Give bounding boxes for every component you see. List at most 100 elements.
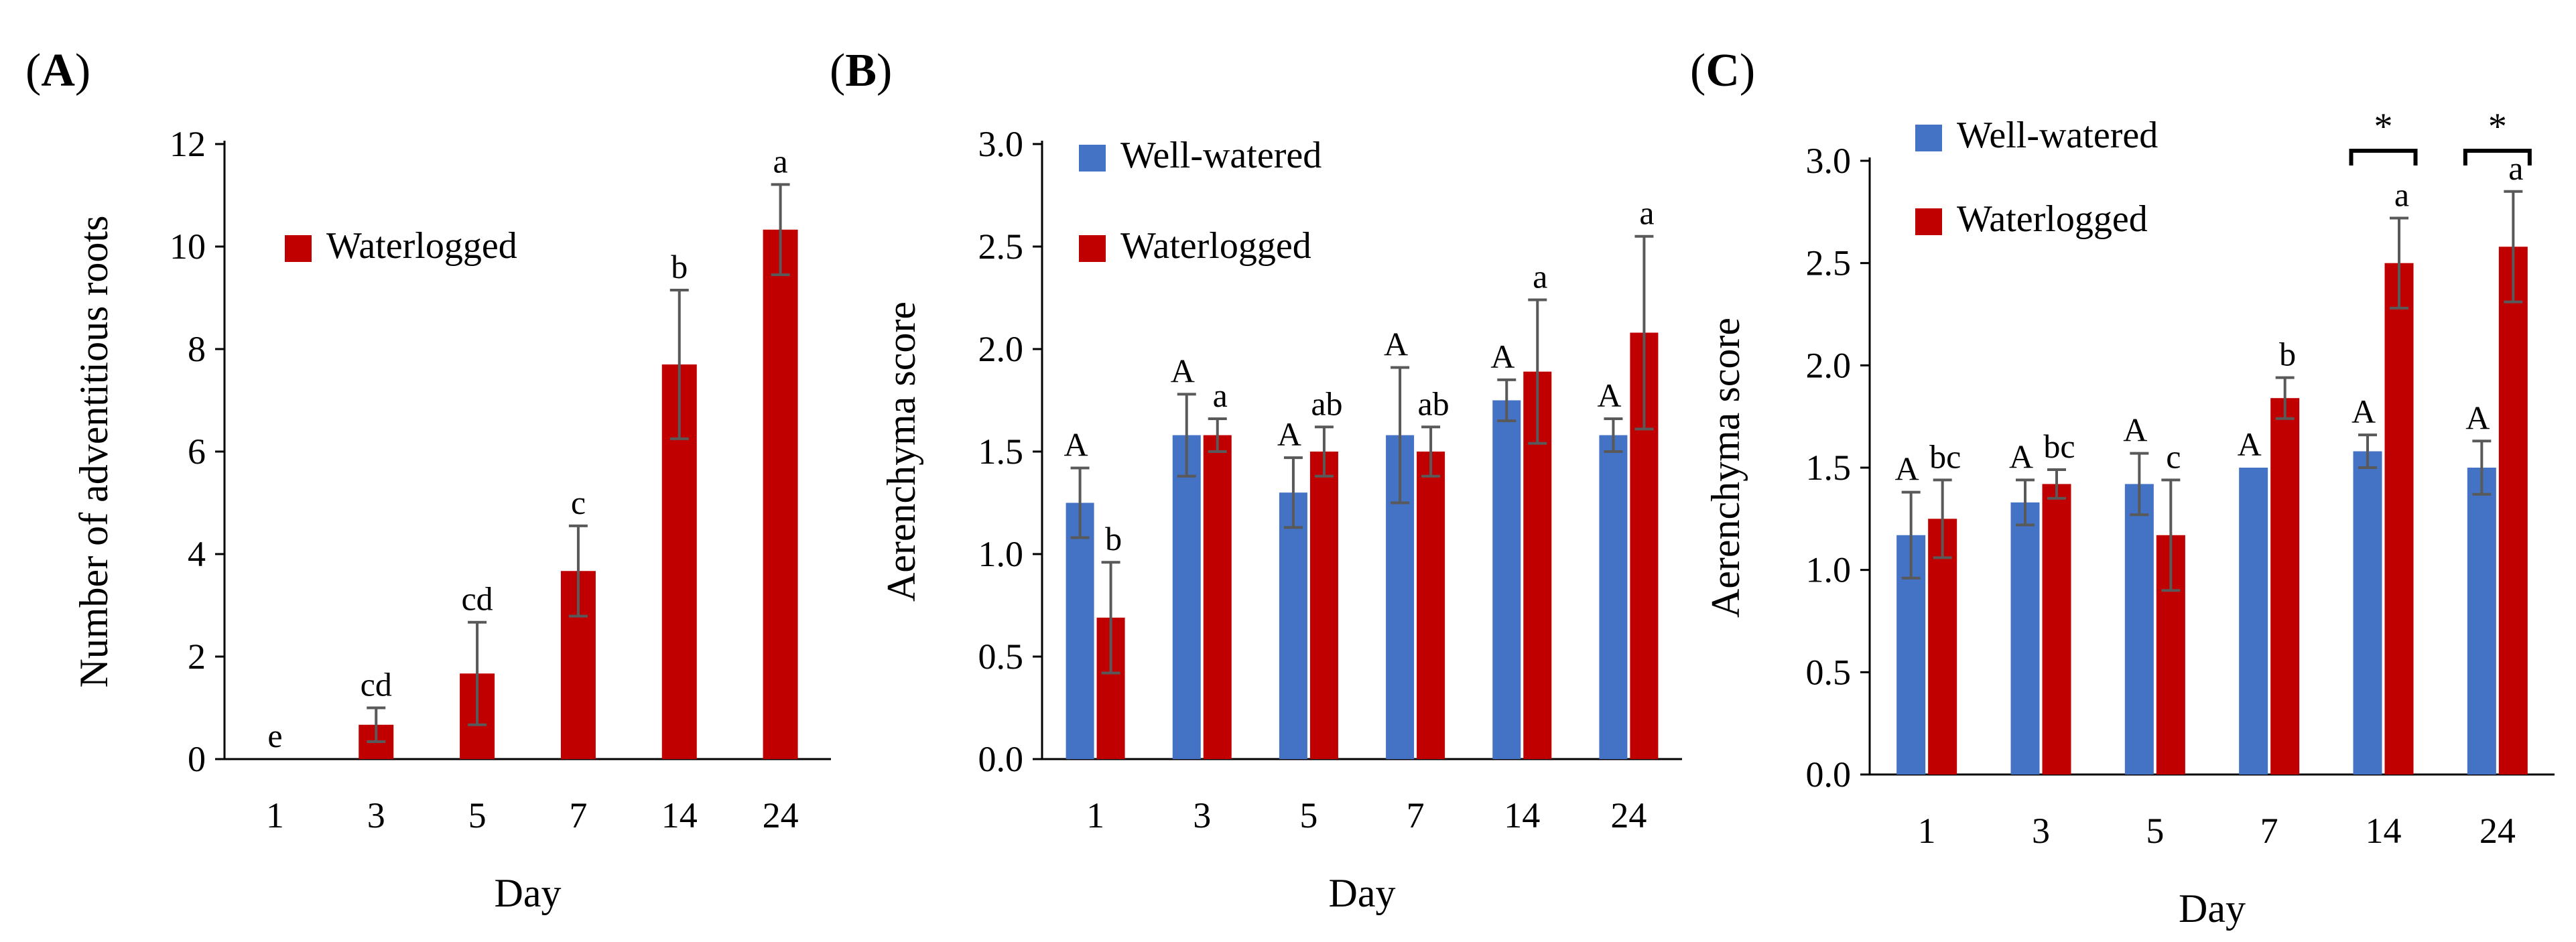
significance-letter: A bbox=[2009, 438, 2033, 475]
x-tick-label: 24 bbox=[1610, 795, 1647, 835]
significance-letter: A bbox=[2123, 411, 2147, 449]
significance-letter: a bbox=[1639, 194, 1654, 232]
y-tick-label: 2 bbox=[188, 636, 206, 677]
legend-swatch bbox=[1915, 208, 1942, 235]
y-tick-label: 3.0 bbox=[1806, 141, 1852, 181]
bar-well-watered-day-14 bbox=[1492, 400, 1521, 759]
bar-well-watered-day-5 bbox=[1279, 492, 1307, 759]
bar-well-watered-day-24 bbox=[1599, 435, 1628, 759]
significance-bracket bbox=[2463, 149, 2532, 165]
y-tick-label: 4 bbox=[188, 534, 206, 574]
significance-letter: b bbox=[2279, 336, 2296, 373]
legend-label: Well-watered bbox=[1120, 135, 1322, 176]
panel-label: (A) bbox=[25, 45, 90, 96]
x-tick-label: 1 bbox=[266, 795, 284, 835]
y-tick-label: 2.0 bbox=[978, 329, 1024, 369]
x-tick-label: 7 bbox=[1407, 795, 1425, 835]
bar-waterlogged-day-24 bbox=[2498, 247, 2528, 775]
significance-letter: c bbox=[571, 484, 586, 521]
bar-waterlogged-day-24 bbox=[763, 229, 798, 759]
y-tick-label: 2.5 bbox=[1806, 243, 1852, 283]
significance-letter: bc bbox=[2043, 427, 2075, 465]
panel-label: (B) bbox=[830, 45, 892, 96]
y-tick-label: 0.5 bbox=[978, 636, 1024, 677]
y-tick-label: 8 bbox=[188, 329, 206, 369]
significance-letter: A bbox=[1384, 326, 1408, 363]
x-tick-label: 5 bbox=[2146, 811, 2164, 851]
x-tick-label: 7 bbox=[569, 795, 587, 835]
x-tick-label: 24 bbox=[763, 795, 799, 835]
significance-letter: e bbox=[267, 717, 282, 754]
significance-letter: a bbox=[2508, 149, 2523, 187]
bar-waterlogged-day-7 bbox=[2270, 398, 2300, 775]
panel-label: (C) bbox=[1690, 45, 1755, 96]
x-axis-title: Day bbox=[2179, 886, 2246, 931]
x-tick-label: 7 bbox=[2260, 811, 2278, 851]
bar-waterlogged-day-3 bbox=[2042, 484, 2071, 775]
legend-swatch bbox=[1915, 125, 1942, 151]
y-axis-title: Aerenchyma score bbox=[879, 301, 923, 602]
legend-swatch bbox=[285, 235, 312, 262]
significance-letter: ab bbox=[1311, 385, 1342, 422]
y-tick-label: 1.5 bbox=[1806, 448, 1852, 488]
x-tick-label: 14 bbox=[2366, 811, 2402, 851]
panel-b: (B) 0.0 0.5 1.0 1.5 2.0 2.5 3.0 Aerenchyma score… bbox=[830, 45, 1682, 915]
y-tick-label: 0.0 bbox=[1806, 754, 1852, 795]
significance-letter: a bbox=[2394, 176, 2409, 213]
x-axis-title: Day bbox=[495, 871, 562, 915]
legend-swatch bbox=[1079, 235, 1106, 262]
bar-well-watered-day-7 bbox=[2239, 468, 2268, 775]
panel-c: (C) 0.0 0.5 1.0 1.5 2.0 2.5 3.0 Aerenchyma score… bbox=[1690, 45, 2555, 931]
y-tick-label: 1.0 bbox=[1806, 550, 1852, 590]
significance-letter: ab bbox=[1417, 385, 1449, 422]
bar-well-watered-day-1 bbox=[1066, 502, 1094, 759]
y-tick-label: 6 bbox=[188, 431, 206, 472]
x-tick-label: 1 bbox=[1086, 795, 1104, 835]
significance-letter: A bbox=[2352, 393, 2376, 430]
y-tick-label: 3.0 bbox=[978, 124, 1024, 164]
x-tick-label: 5 bbox=[468, 795, 487, 835]
legend-label: Well-watered bbox=[1957, 115, 2158, 156]
x-tick-label: 5 bbox=[1299, 795, 1317, 835]
significance-letter: A bbox=[1490, 338, 1515, 375]
y-tick-label: 12 bbox=[170, 124, 206, 164]
y-tick-label: 1.5 bbox=[978, 431, 1024, 472]
y-tick-label: 2.0 bbox=[1806, 345, 1852, 385]
legend-swatch bbox=[1079, 145, 1106, 172]
bar-waterlogged-day-7 bbox=[1417, 452, 1445, 759]
y-tick-label: 0.0 bbox=[978, 739, 1024, 779]
y-tick-label: 10 bbox=[170, 226, 206, 267]
x-tick-label: 24 bbox=[2480, 811, 2516, 851]
legend-label: Waterlogged bbox=[326, 225, 517, 267]
bar-waterlogged-day-5 bbox=[1309, 452, 1338, 759]
x-tick-label: 14 bbox=[1504, 795, 1540, 835]
bar-well-watered-day-3 bbox=[1172, 435, 1201, 759]
significance-letter: A bbox=[1597, 377, 1621, 414]
y-tick-label: 0 bbox=[188, 739, 206, 779]
significance-letter: c bbox=[2166, 438, 2181, 475]
x-tick-label: 1 bbox=[1918, 811, 1936, 851]
significance-star: * bbox=[2374, 106, 2393, 147]
y-tick-label: 1.0 bbox=[978, 534, 1024, 574]
significance-letter: A bbox=[2238, 425, 2262, 463]
bar-well-watered-day-5 bbox=[2124, 484, 2154, 775]
significance-letter: A bbox=[1895, 450, 1919, 488]
bar-well-watered-day-3 bbox=[2010, 502, 2040, 775]
significance-bracket bbox=[2349, 149, 2418, 165]
y-tick-label: 0.5 bbox=[1806, 652, 1852, 692]
significance-letter: cd bbox=[361, 666, 392, 703]
significance-star: * bbox=[2488, 106, 2507, 147]
y-axis-title: Aerenchyma score bbox=[1703, 318, 1748, 618]
x-tick-label: 14 bbox=[661, 795, 698, 835]
significance-letter: bc bbox=[1929, 438, 1961, 475]
bar-waterlogged-day-1 bbox=[1928, 519, 1957, 775]
legend-label: Waterlogged bbox=[1957, 198, 2148, 240]
significance-letter: a bbox=[1533, 258, 1547, 295]
legend-label: Waterlogged bbox=[1120, 225, 1311, 267]
significance-letter: A bbox=[2465, 399, 2490, 436]
significance-letter: A bbox=[1064, 425, 1088, 463]
x-tick-label: 3 bbox=[367, 795, 385, 835]
significance-letter: A bbox=[1171, 352, 1195, 389]
significance-letter: a bbox=[1213, 377, 1228, 414]
